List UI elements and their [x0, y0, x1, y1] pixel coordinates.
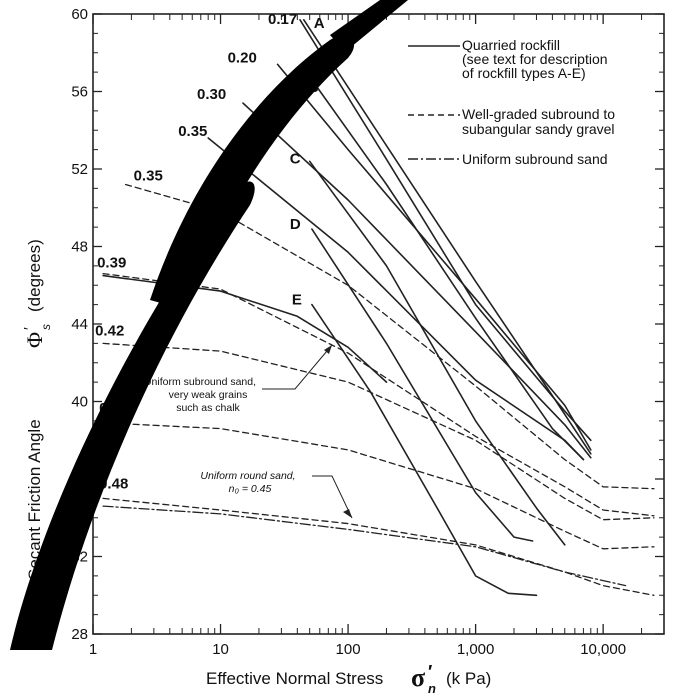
legend-text-sand: Uniform subround sand [462, 151, 608, 167]
curve-label-0-35-gravel: 0.35 [134, 168, 163, 185]
x-tick-label: 1,000 [457, 641, 495, 658]
annotation-round-2: n₀ = 0.45 [229, 483, 272, 495]
legend-text-gravel-2: subangular sandy gravel [462, 121, 615, 137]
x-axis-title: Effective Normal Stress σ ′ n (k Pa) [206, 662, 491, 696]
series-line-0-48-sand [102, 505, 627, 587]
watermark-stroke-3 [330, 0, 408, 52]
y-axis-title-main: Secant Friction Angle [25, 419, 44, 580]
curve-label-D: D [290, 216, 301, 233]
x-axis-title-subscript: n [428, 681, 436, 694]
annotation-round-pointer [312, 475, 353, 519]
curve-label-C: C [290, 150, 301, 167]
annotations: Uniform subround sand, very weak grains … [144, 344, 353, 519]
x-axis-title-unit: (k Pa) [446, 669, 491, 688]
series-line-A [303, 19, 592, 455]
x-tick-label: 100 [336, 641, 361, 658]
y-tick-label: 40 [71, 394, 88, 411]
curve-label-E: E [292, 292, 302, 309]
annotation-round-arrowhead [343, 509, 352, 518]
legend-text-rockfill-3: of rockfill types A-E) [462, 65, 586, 81]
series-line-0-42 [102, 342, 655, 521]
curve-label-0-30: 0.30 [197, 86, 226, 103]
legend-text-gravel-1: Well-graded subround to [462, 106, 615, 122]
y-tick-label: 56 [71, 84, 88, 101]
series-lines [102, 19, 655, 597]
legend: Quarried rockfill (see text for descript… [408, 37, 615, 167]
series-line-0-35-rockfill [207, 137, 585, 461]
curve-label-A: A [314, 15, 325, 32]
series-line-C [308, 160, 566, 546]
series-line-0-45 [102, 422, 655, 550]
series-line-D [311, 228, 534, 542]
y-tick-label: 60 [71, 6, 88, 23]
y-tick-label: 52 [71, 161, 88, 178]
annotation-chalk-1: Uniform subround sand, [144, 376, 256, 388]
series-line-0-39-gravel [102, 272, 655, 517]
legend-text-rockfill-2: (see text for description [462, 51, 608, 67]
legend-text-rockfill-1: Quarried rockfill [462, 37, 560, 53]
y-axis-title-subscript: s [39, 324, 53, 330]
y-axis-title-prime: ′ [21, 327, 38, 330]
x-tick-label: 1 [89, 641, 97, 658]
x-axis-title-prime: ′ [428, 662, 432, 682]
x-tick-label: 10,000 [580, 641, 626, 658]
y-axis-title: Secant Friction Angle Φ ′ s (degrees) [21, 239, 53, 580]
series-line-0-48 [102, 497, 655, 596]
series-line-0-17 [299, 19, 592, 442]
y-tick-label: 28 [71, 626, 88, 643]
x-axis-title-main: Effective Normal Stress [206, 669, 383, 688]
curve-label-0-39: 0.39 [97, 255, 126, 272]
series-line-0-35-gravel [124, 183, 655, 490]
series-line-0-30 [242, 102, 592, 459]
series-line-0-20 [276, 63, 592, 451]
y-axis-title-symbol: Φ [22, 332, 47, 348]
annotation-round-1: Uniform round sand, [200, 470, 295, 482]
curve-label-0-42: 0.42 [95, 322, 124, 339]
annotation-chalk-3: such as chalk [176, 402, 240, 414]
annotation-chalk-2: very weak grains [169, 389, 248, 401]
curve-label-0-17: 0.17 [268, 11, 297, 28]
x-tick-label: 10 [212, 641, 229, 658]
annotation-chalk-pointer [262, 344, 333, 390]
watermark [10, 0, 408, 650]
y-axis-title-unit: (degrees) [25, 239, 44, 312]
watermark-stroke-2 [150, 35, 355, 311]
curve-label-0-20: 0.20 [228, 49, 257, 66]
y-tick-label: 44 [71, 316, 88, 333]
annotation-chalk-arrowhead [324, 345, 332, 354]
watermark-stroke-1 [10, 181, 255, 650]
curve-label-0-35-rockfill: 0.35 [178, 123, 207, 140]
y-tick-label: 48 [71, 239, 88, 256]
x-axis-title-symbol: σ [411, 663, 425, 692]
